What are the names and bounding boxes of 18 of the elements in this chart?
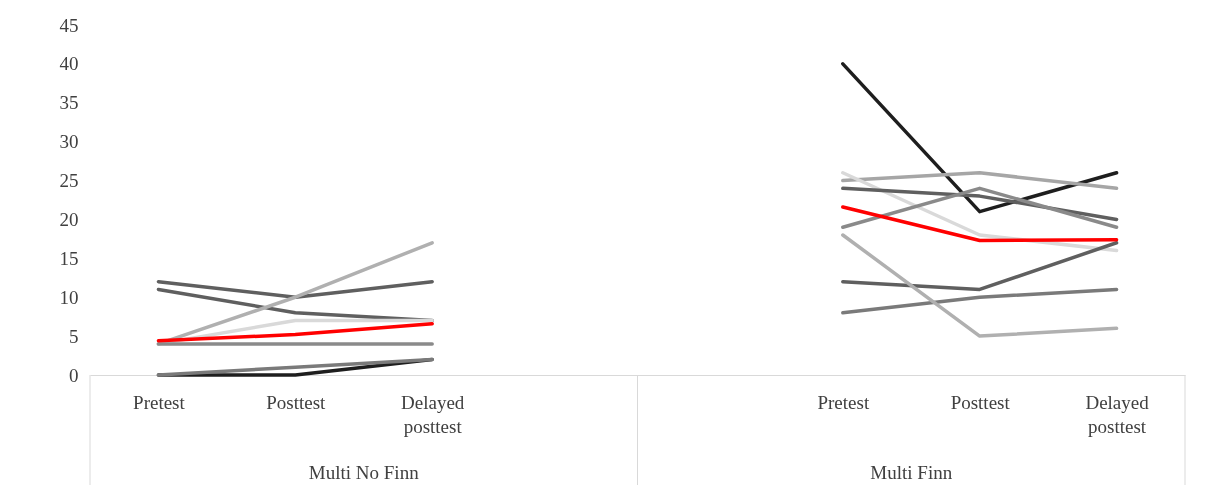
x-tick-label: Pretest: [817, 391, 870, 413]
x-tick-label: Delayed posttest: [401, 391, 465, 437]
y-tick-label: 45: [59, 14, 79, 36]
y-tick-label: 15: [59, 247, 79, 269]
x-tick-label: Delayed posttest: [1085, 391, 1150, 437]
x-tick-label: Posttest: [266, 391, 327, 413]
y-tick-label: 40: [59, 53, 79, 75]
y-tick-label: 35: [59, 92, 79, 114]
y-tick-label: 10: [59, 286, 79, 308]
text: Multi Finn: [870, 462, 953, 483]
y-tick-label: 0: [69, 364, 79, 386]
y-tick-label: 5: [69, 325, 79, 347]
y-tick-label: 20: [59, 208, 79, 230]
x-tick-label: Posttest: [950, 391, 1011, 413]
x-tick-label: Pretest: [133, 391, 186, 413]
text: Multi No Finn: [308, 462, 420, 483]
y-tick-label: 25: [59, 170, 79, 192]
y-tick-label: 30: [59, 131, 79, 153]
